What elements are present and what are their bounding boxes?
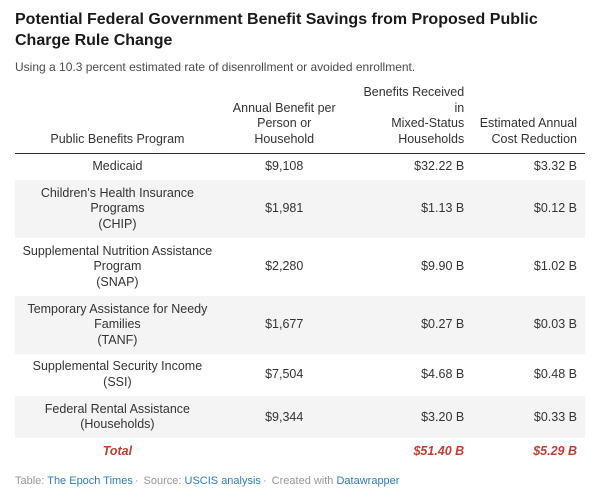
cost-reduction-cell: $1.02 B [533, 259, 577, 274]
table-row-rental-assistance: Federal Rental Assistance (Households) $… [15, 396, 585, 439]
datawrapper-credit-link[interactable]: Datawrapper [336, 475, 400, 488]
program-name: (CHIP) [98, 217, 137, 232]
page-title: Potential Federal Government Benefit Sav… [15, 11, 538, 49]
total-benefits-received-cell: $51.40 B [413, 443, 465, 458]
total-label-cell: Total [102, 443, 133, 458]
table-row-medicaid: Medicaid $9,108 $32.22 B $3.32 B [15, 153, 585, 180]
source-label: Source: [143, 475, 185, 488]
header-line: Household [254, 132, 315, 147]
benefits-received-cell: $1.13 B [421, 201, 465, 216]
cost-reduction-cell: $0.48 B [533, 367, 577, 382]
table-credit-label: Table: [15, 475, 48, 488]
header-line: Cost Reduction [491, 132, 577, 147]
table-row-snap: Supplemental Nutrition Assistance Progra… [15, 238, 585, 296]
table-row-ssi: Supplemental Security Income (SSI) $7,50… [15, 354, 585, 396]
total-cost-reduction-cell: $5.29 B [533, 443, 577, 458]
cost-reduction-cell: $3.32 B [533, 159, 577, 174]
column-header-cost-reduction: Estimated Annual Cost Reduction [472, 85, 585, 154]
table-header: Public Benefits Program Annual Benefit p… [15, 85, 585, 154]
program-name: Federal Rental Assistance (Households) [44, 401, 191, 432]
header-line: Mixed-Status [391, 116, 465, 131]
benefits-received-cell: $4.68 B [421, 367, 465, 382]
annual-benefit-cell: $9,344 [265, 409, 304, 424]
program-cell: Medicaid [15, 153, 220, 180]
program-name: (TANF) [97, 332, 138, 347]
program-cell: Federal Rental Assistance (Households) [15, 396, 220, 438]
table-row-tanf: Temporary Assistance for Needy Families … [15, 296, 585, 354]
annual-benefit-cell: $7,504 [265, 367, 304, 382]
program-name: Temporary Assistance for Needy Families [27, 301, 208, 332]
cost-reduction-cell: $0.12 B [533, 201, 577, 216]
cost-reduction-cell: $0.33 B [533, 409, 577, 424]
header-line: Estimated Annual [479, 116, 577, 131]
annual-benefit-cell: $2,280 [265, 259, 304, 274]
program-cell: Children's Health Insurance Programs (CH… [15, 180, 220, 238]
source-credit-link[interactable]: USCIS analysis [184, 475, 261, 488]
chart-subtitle: Using a 10.3 percent estimated rate of d… [15, 59, 416, 74]
footer-separator: · [134, 475, 139, 488]
footer-separator: · [262, 475, 267, 488]
benefits-received-cell: $32.22 B [414, 159, 465, 174]
header-line: Person or [257, 116, 312, 131]
attribution-footer: Table: The Epoch Times · Source: USCIS an… [15, 474, 585, 488]
benefits-received-cell: $3.20 B [421, 409, 465, 424]
header-line: Households [398, 132, 465, 147]
program-name: Children's Health Insurance Programs [40, 185, 194, 216]
cost-reduction-cell: $0.03 B [533, 317, 577, 332]
header-line: Benefits Received in [363, 85, 465, 115]
program-cell: Supplemental Security Income (SSI) [15, 354, 220, 396]
header-row: Public Benefits Program Annual Benefit p… [15, 85, 585, 154]
benefits-table: Public Benefits Program Annual Benefit p… [15, 85, 585, 465]
program-cell: Temporary Assistance for Needy Families … [15, 296, 220, 354]
column-header-program: Public Benefits Program [15, 85, 220, 154]
program-name: Supplemental Security Income (SSI) [32, 359, 203, 390]
column-header-annual-benefit: Annual Benefit per Person or Household [219, 85, 349, 154]
program-cell: Supplemental Nutrition Assistance Progra… [15, 238, 220, 296]
table-body: Medicaid $9,108 $32.22 B $3.32 B Childre… [15, 153, 585, 465]
benefits-received-cell: $0.27 B [421, 317, 465, 332]
header-line: Annual Benefit per [232, 100, 336, 115]
annual-benefit-cell: $1,981 [265, 201, 304, 216]
annual-benefit-cell: $1,677 [265, 317, 304, 332]
benefits-received-cell: $9.90 B [421, 259, 465, 274]
table-credit-link[interactable]: The Epoch Times [47, 475, 133, 488]
annual-benefit-cell: $9,108 [265, 159, 304, 174]
total-annual-benefit-cell [220, 438, 349, 465]
created-with-label: Created with [271, 475, 337, 488]
column-header-benefits-received: Benefits Received in Mixed-Status Househ… [348, 85, 473, 154]
table-row-chip: Children's Health Insurance Programs (CH… [15, 180, 585, 239]
header-line: Public Benefits Program [50, 132, 185, 147]
table-row-total: Total $51.40 B $5.29 B [15, 438, 585, 465]
program-name: Medicaid [92, 159, 143, 174]
program-name: (SNAP) [96, 274, 139, 289]
program-name: Supplemental Nutrition Assistance Progra… [22, 243, 213, 274]
